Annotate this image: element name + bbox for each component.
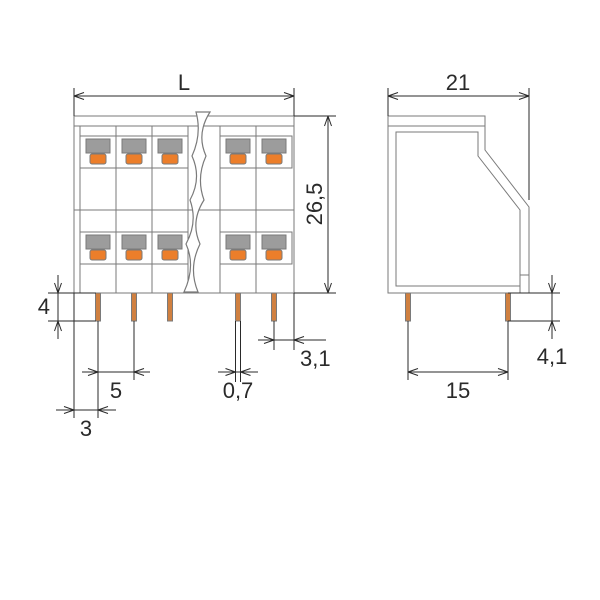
dim-edge-offset: 3 — [56, 293, 116, 441]
dim-rear-offset: 3,1 — [258, 293, 331, 371]
dim-height: 26,5 — [294, 116, 336, 293]
dim-pinlen-front-label: 4 — [38, 294, 50, 319]
dim-pitch-label: 5 — [110, 378, 122, 403]
dim-L-label: L — [178, 70, 190, 95]
dim-height-label: 26,5 — [302, 183, 327, 226]
dim-rear-offset-label: 3,1 — [300, 346, 331, 371]
dim-pin-width-label: 0,7 — [223, 378, 254, 403]
side-view — [388, 116, 529, 321]
dim-edge-offset-label: 3 — [80, 416, 92, 441]
dim-pinlen-side: 4,1 — [508, 275, 567, 369]
dim-side-pitch-label: 15 — [446, 378, 470, 403]
drawing-canvas: L 21 26,5 4 — [0, 0, 600, 600]
front-view — [74, 112, 294, 321]
front-pins — [96, 293, 277, 321]
dim-pinlen-side-label: 4,1 — [537, 344, 568, 369]
dim-pinlen-front: 4 — [38, 275, 96, 339]
dim-width-label: 21 — [446, 70, 470, 95]
dim-pin-width: 0,7 — [218, 321, 258, 403]
dim-pitch: 5 — [82, 321, 150, 403]
dim-width: 21 — [388, 70, 529, 200]
dim-L: L — [74, 70, 294, 116]
dim-side-pitch: 15 — [408, 321, 508, 403]
